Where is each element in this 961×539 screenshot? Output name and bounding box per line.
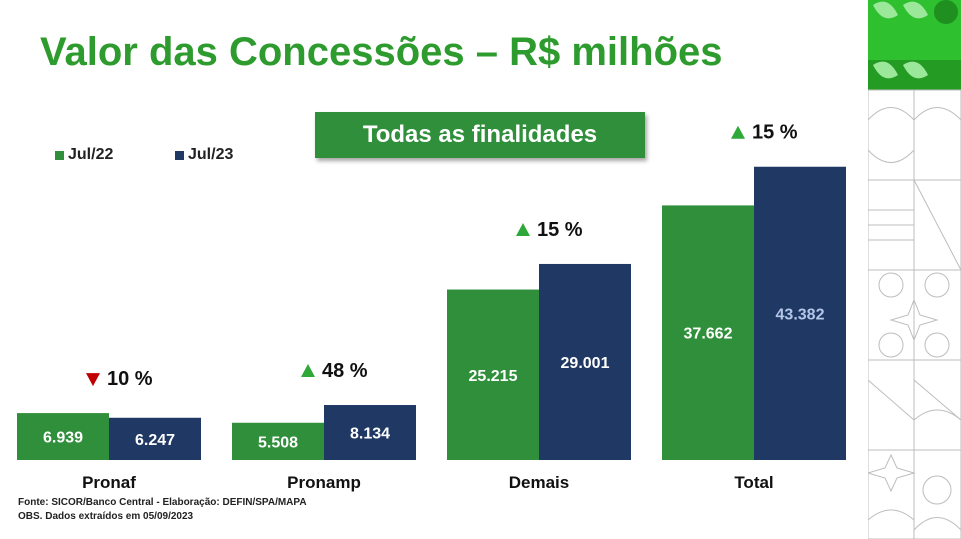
data-label-jul23-demais: 29.001 bbox=[561, 355, 610, 372]
legend-swatch-jul22 bbox=[55, 150, 64, 160]
change-label-total: 15 % bbox=[752, 122, 798, 144]
up-arrow-icon bbox=[516, 222, 530, 236]
legend-label-jul23: Jul/23 bbox=[188, 146, 234, 163]
bar-chart: 6.939 6.247 Pronaf 10 % 5.508 8.134 Pronamp 48 … bbox=[17, 122, 846, 492]
data-label-jul22-total: 37.662 bbox=[684, 326, 733, 343]
category-label-demais: Demais bbox=[509, 473, 569, 492]
bar-jul22-pronaf bbox=[17, 413, 109, 460]
bar-jul23-pronaf bbox=[109, 417, 201, 460]
category-label-pronaf: Pronaf bbox=[82, 473, 136, 492]
page-title: Valor das Concessões – R$ milhões bbox=[40, 30, 723, 74]
change-label-pronamp: 48 % bbox=[322, 360, 368, 382]
legend-label-jul22: Jul/22 bbox=[68, 146, 114, 163]
bar-jul23-pronamp bbox=[324, 405, 416, 460]
bar-jul22-total bbox=[662, 205, 754, 460]
bar-jul22-demais bbox=[447, 289, 539, 460]
change-label-pronaf: 10 % bbox=[107, 368, 153, 390]
footer-obs: OBS. Dados extraídos em 05/09/2023 bbox=[18, 511, 194, 522]
data-label-jul22-pronamp: 5.508 bbox=[258, 434, 298, 451]
footer-source: Fonte: SICOR/Banco Central - Elaboração:… bbox=[18, 497, 307, 508]
bar-jul23-total bbox=[754, 166, 846, 461]
up-arrow-icon bbox=[731, 125, 745, 139]
bar-jul22-pronamp bbox=[232, 422, 324, 460]
category-label-pronamp: Pronamp bbox=[287, 473, 361, 492]
legend-swatch-jul23 bbox=[175, 150, 184, 160]
filter-banner: Todas as finalidades bbox=[315, 112, 645, 158]
change-label-demais: 15 % bbox=[537, 219, 583, 241]
data-label-jul23-pronamp: 8.134 bbox=[350, 426, 390, 443]
legend-item-jul23: Jul/23 bbox=[175, 146, 233, 164]
bar-jul23-demais bbox=[539, 263, 631, 460]
category-label-total: Total bbox=[734, 473, 773, 492]
data-label-jul23-total: 43.382 bbox=[776, 306, 825, 323]
up-arrow-icon bbox=[301, 364, 315, 378]
data-label-jul22-demais: 25.215 bbox=[469, 368, 518, 385]
legend-item-jul22: Jul/22 bbox=[55, 146, 113, 164]
down-arrow-icon bbox=[86, 373, 100, 387]
data-label-jul23-pronaf: 6.247 bbox=[135, 432, 175, 449]
decorative-pattern bbox=[868, 0, 961, 539]
data-label-jul22-pronaf: 6.939 bbox=[43, 430, 83, 447]
